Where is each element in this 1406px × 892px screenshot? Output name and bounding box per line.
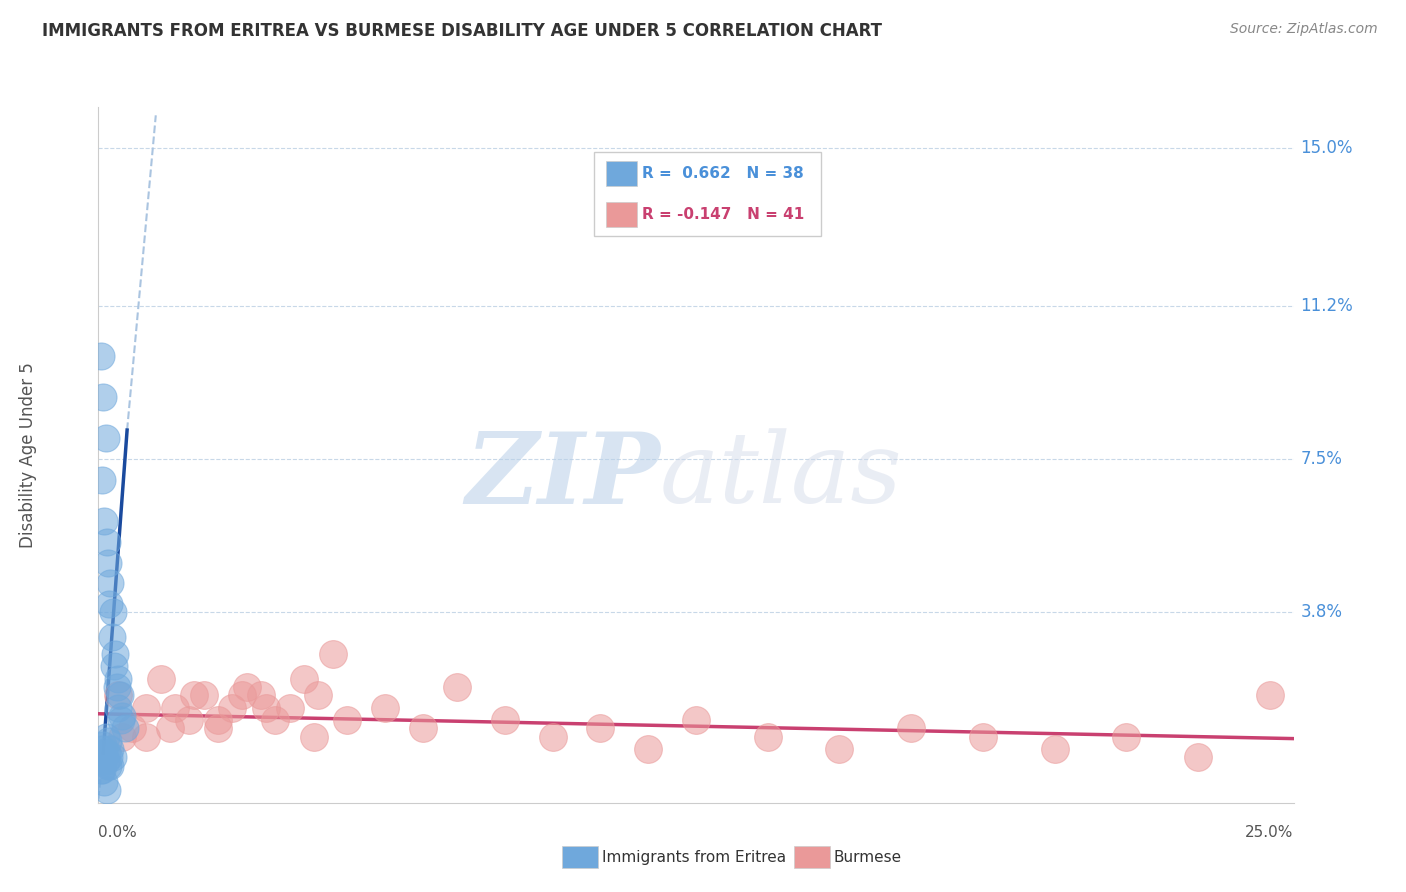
Point [756, 730, 779, 744]
Point [96, 746, 118, 760]
Point [207, 721, 229, 735]
Text: atlas: atlas [661, 428, 903, 524]
Point [90, 755, 112, 769]
Point [101, 630, 124, 644]
Point [1258, 688, 1281, 702]
Point [828, 742, 851, 756]
Point [101, 605, 124, 619]
Point [93, 514, 115, 528]
Point [149, 672, 172, 686]
Point [97, 556, 120, 570]
Point [1043, 742, 1066, 756]
Text: Source: ZipAtlas.com: Source: ZipAtlas.com [1230, 22, 1378, 37]
Point [110, 713, 132, 727]
Text: ZIP: ZIP [465, 427, 661, 524]
Point [183, 688, 205, 702]
Point [193, 688, 215, 702]
Point [135, 700, 157, 714]
Point [93, 746, 115, 760]
Point [336, 713, 359, 727]
Point [221, 700, 243, 714]
Point [94, 431, 117, 445]
Point [103, 659, 125, 673]
Point [637, 742, 659, 756]
Point [91, 763, 114, 777]
Point [90, 763, 112, 777]
Point [235, 680, 257, 694]
Point [159, 721, 181, 735]
Point [101, 750, 124, 764]
Point [231, 688, 253, 702]
Text: R =  0.662   N = 38: R = 0.662 N = 38 [643, 166, 804, 181]
Point [98, 742, 122, 756]
Point [446, 680, 468, 694]
Text: 15.0%: 15.0% [1301, 139, 1353, 158]
Point [111, 708, 134, 723]
Point [97, 758, 120, 772]
Point [972, 730, 994, 744]
Point [104, 647, 127, 661]
Text: 3.8%: 3.8% [1301, 603, 1343, 622]
Point [105, 680, 128, 694]
Point [135, 730, 157, 744]
Point [541, 730, 564, 744]
Point [302, 730, 325, 744]
Text: Burmese: Burmese [834, 850, 901, 864]
Point [114, 721, 136, 735]
Point [589, 721, 612, 735]
Point [96, 783, 118, 797]
Point [412, 721, 434, 735]
Point [94, 730, 117, 744]
Point [96, 535, 118, 549]
Text: Immigrants from Eritrea: Immigrants from Eritrea [602, 850, 786, 864]
Text: 7.5%: 7.5% [1301, 450, 1343, 468]
Point [111, 730, 134, 744]
Point [97, 733, 120, 747]
Point [207, 713, 229, 727]
Point [278, 700, 301, 714]
Point [1187, 750, 1209, 764]
Point [179, 713, 201, 727]
Point [254, 700, 277, 714]
Point [900, 721, 922, 735]
Point [494, 713, 516, 727]
Point [97, 597, 120, 611]
Text: Disability Age Under 5: Disability Age Under 5 [20, 362, 37, 548]
Point [98, 758, 122, 772]
Point [94, 755, 117, 769]
Point [91, 738, 114, 752]
Point [250, 688, 273, 702]
Text: 0.0%: 0.0% [98, 825, 138, 840]
Point [374, 700, 396, 714]
Point [93, 775, 115, 789]
Text: IMMIGRANTS FROM ERITREA VS BURMESE DISABILITY AGE UNDER 5 CORRELATION CHART: IMMIGRANTS FROM ERITREA VS BURMESE DISAB… [42, 22, 882, 40]
Text: R = -0.147   N = 41: R = -0.147 N = 41 [643, 207, 804, 222]
Point [107, 672, 129, 686]
Point [98, 576, 122, 591]
Point [108, 688, 131, 702]
Point [322, 647, 344, 661]
Point [292, 672, 315, 686]
Text: 11.2%: 11.2% [1301, 297, 1354, 315]
Point [121, 721, 143, 735]
Point [91, 742, 114, 756]
Point [163, 700, 186, 714]
Point [1115, 730, 1137, 744]
Point [264, 713, 287, 727]
Text: 25.0%: 25.0% [1246, 825, 1294, 840]
Point [97, 750, 120, 764]
Point [90, 349, 112, 363]
Point [685, 713, 707, 727]
Point [107, 688, 129, 702]
Point [91, 755, 114, 769]
Point [107, 700, 129, 714]
Point [307, 688, 329, 702]
Point [91, 390, 114, 404]
Point [91, 473, 114, 487]
